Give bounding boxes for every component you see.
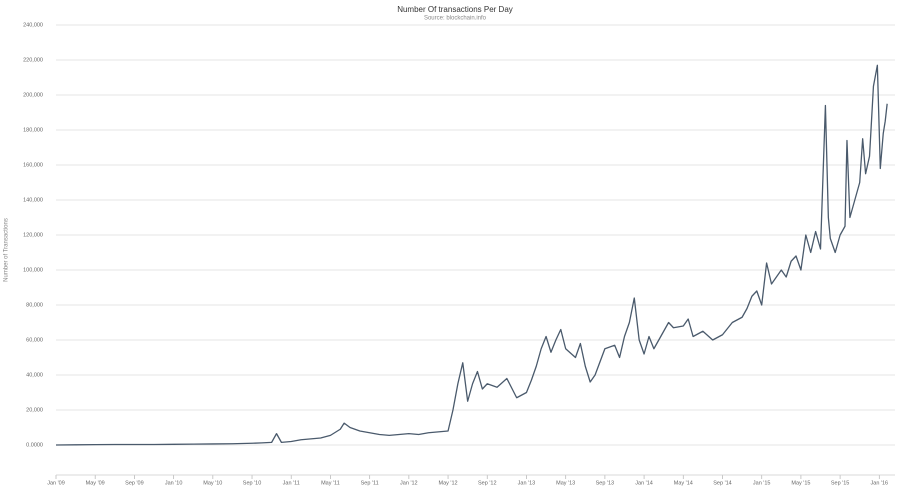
- x-tick-label: May '14: [674, 480, 693, 486]
- x-tick-label: May '13: [556, 480, 575, 486]
- y-axis-label: Number of Transactions: [4, 218, 10, 282]
- y-tick-label: 180,000: [23, 127, 43, 133]
- x-tick-label: Jan '11: [283, 480, 300, 486]
- x-tick-label: Sep '09: [125, 480, 143, 486]
- data-line: [55, 64, 888, 446]
- x-tick-label: Jan '10: [165, 480, 183, 486]
- x-tick-label: Jan '09: [47, 480, 65, 486]
- chart-title: Number Of transactions Per Day: [397, 5, 513, 14]
- y-tick-label: 240,000: [23, 22, 43, 28]
- x-tick-label: Sep '13: [596, 480, 614, 486]
- x-tick-label: Jan '13: [518, 480, 536, 486]
- x-tick-label: May '12: [439, 480, 458, 486]
- y-tick-label: 0.0000: [26, 442, 43, 448]
- x-tick-label: Sep '14: [713, 480, 731, 486]
- y-tick-label: 60,000: [26, 337, 43, 343]
- x-tick-label: May '15: [791, 480, 810, 486]
- y-tick-label: 100,000: [23, 267, 43, 273]
- y-tick-label: 40,000: [26, 372, 43, 378]
- x-tick-label: May '10: [203, 480, 222, 486]
- x-tick-label: Sep '12: [478, 480, 496, 486]
- x-tick-label: Sep '10: [243, 480, 261, 486]
- y-tick-label: 160,000: [23, 162, 43, 168]
- x-tick-label: Sep '11: [361, 480, 379, 486]
- x-tick-label: Jan '16: [871, 480, 889, 486]
- y-tick-label: 80,000: [26, 302, 43, 308]
- x-tick-label: May '09: [86, 480, 105, 486]
- x-tick-label: Jan '15: [753, 480, 771, 486]
- y-tick-label: 200,000: [23, 92, 43, 98]
- y-tick-label: 20,000: [26, 407, 43, 413]
- x-tick-label: Jan '14: [635, 480, 653, 486]
- x-tick-label: Sep '15: [831, 480, 849, 486]
- y-tick-label: 140,000: [23, 197, 43, 203]
- y-tick-label: 220,000: [23, 57, 43, 63]
- x-tick-label: Jan '12: [400, 480, 418, 486]
- chart-subtitle: Source: blockchain.info: [424, 16, 487, 22]
- x-tick-label: May '11: [321, 480, 340, 486]
- y-tick-label: 120,000: [23, 232, 43, 238]
